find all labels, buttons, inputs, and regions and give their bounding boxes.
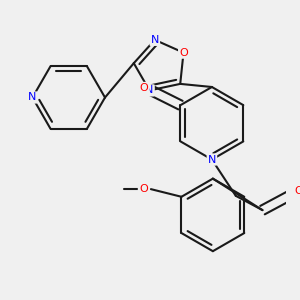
Text: O: O [294, 186, 300, 196]
Text: O: O [179, 48, 188, 58]
Text: N: N [208, 154, 216, 164]
Text: O: O [140, 83, 148, 93]
Text: O: O [139, 184, 148, 194]
Text: N: N [28, 92, 37, 103]
Text: N: N [151, 35, 159, 45]
Text: N: N [145, 85, 154, 95]
